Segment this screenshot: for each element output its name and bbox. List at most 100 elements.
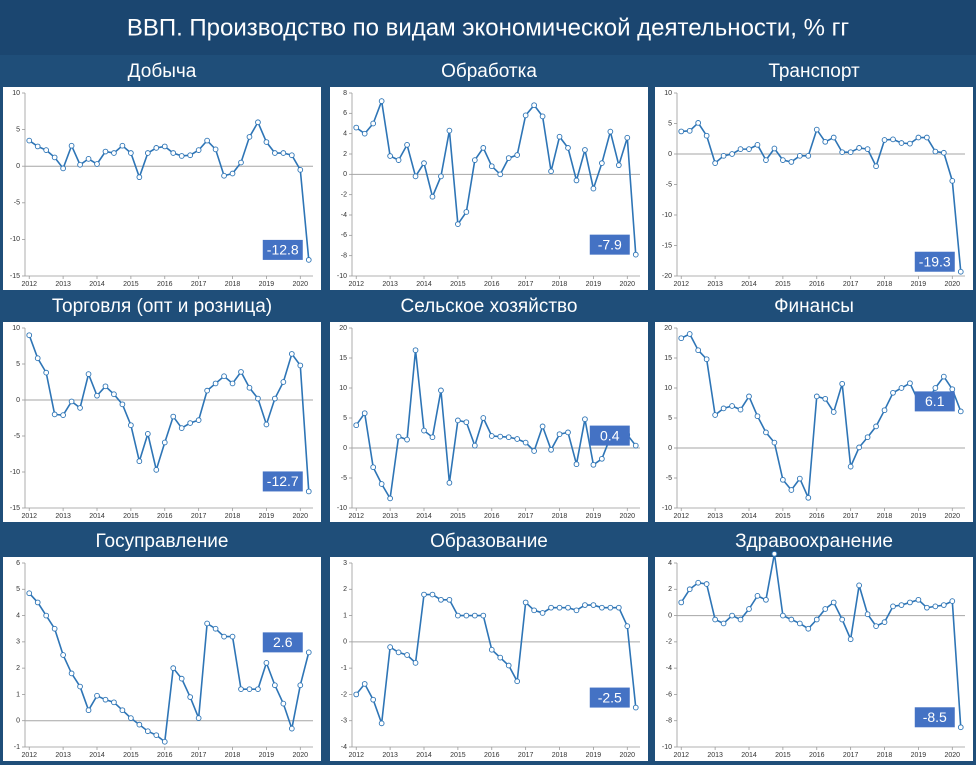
y-tick-label: 8 bbox=[343, 90, 347, 97]
point bbox=[353, 422, 360, 429]
point bbox=[932, 603, 939, 610]
point bbox=[412, 660, 419, 666]
point bbox=[212, 625, 219, 632]
point bbox=[238, 159, 244, 166]
point bbox=[136, 174, 143, 181]
point bbox=[754, 593, 761, 599]
chart-box bbox=[655, 557, 973, 761]
x-tick-label: 2016 bbox=[809, 281, 825, 288]
y-tick-label: -2 bbox=[341, 192, 347, 199]
point bbox=[712, 616, 718, 623]
point bbox=[514, 678, 521, 685]
x-tick-label: 2016 bbox=[484, 752, 500, 759]
y-tick-label: 0 bbox=[16, 718, 20, 725]
x-tick-label: 2020 bbox=[293, 281, 309, 288]
value-label-box bbox=[589, 687, 630, 708]
point bbox=[599, 604, 605, 611]
point bbox=[111, 699, 117, 706]
x-tick-label: 2018 bbox=[552, 281, 568, 288]
point bbox=[924, 134, 930, 141]
value-label-box bbox=[262, 471, 303, 492]
point bbox=[378, 481, 385, 487]
point bbox=[34, 143, 41, 150]
chart-title: Финансы bbox=[774, 296, 854, 317]
point bbox=[522, 112, 529, 119]
y-tick-label: 3 bbox=[343, 560, 347, 567]
point bbox=[813, 393, 820, 400]
y-tick-label: -10 bbox=[337, 505, 347, 512]
point bbox=[51, 154, 58, 161]
chart-title: Здравоохранение bbox=[735, 531, 893, 552]
y-tick-label: 5 bbox=[16, 586, 20, 593]
point bbox=[847, 149, 854, 156]
point bbox=[703, 356, 710, 363]
point bbox=[43, 612, 50, 619]
point bbox=[178, 425, 185, 431]
x-tick-label: 2013 bbox=[55, 513, 71, 520]
x-tick-label: 2014 bbox=[741, 281, 757, 288]
chart-title: Госуправление bbox=[96, 531, 229, 552]
y-tick-label: -5 bbox=[14, 200, 20, 207]
series-line bbox=[355, 593, 637, 724]
x-tick-label: 2013 bbox=[382, 281, 398, 288]
point bbox=[305, 488, 312, 495]
point bbox=[387, 644, 393, 650]
series-line bbox=[355, 350, 637, 501]
point bbox=[746, 393, 752, 400]
y-tick-label: -4 bbox=[341, 744, 347, 751]
point bbox=[695, 579, 702, 586]
y-tick-label: 2 bbox=[668, 586, 672, 593]
point bbox=[229, 170, 236, 177]
point bbox=[438, 596, 444, 603]
x-tick-label: 2015 bbox=[123, 513, 139, 520]
point bbox=[60, 412, 66, 418]
point bbox=[187, 420, 194, 426]
point bbox=[497, 171, 504, 178]
x-tick-label: 2014 bbox=[89, 752, 105, 759]
point bbox=[573, 461, 580, 468]
point bbox=[505, 434, 512, 441]
point bbox=[305, 649, 312, 656]
x-tick-label: 2016 bbox=[157, 513, 173, 520]
point bbox=[556, 604, 563, 611]
point bbox=[272, 395, 278, 402]
value-label-box bbox=[914, 707, 955, 728]
y-tick-label: 2 bbox=[343, 586, 347, 593]
point bbox=[678, 599, 685, 606]
point bbox=[94, 692, 100, 699]
point bbox=[729, 403, 735, 409]
point bbox=[805, 152, 812, 159]
point bbox=[531, 102, 537, 109]
point bbox=[839, 149, 846, 156]
x-tick-label: 2017 bbox=[843, 281, 859, 288]
point bbox=[280, 379, 287, 385]
point bbox=[68, 142, 75, 149]
point bbox=[522, 439, 529, 446]
point bbox=[548, 446, 554, 453]
point bbox=[221, 633, 227, 640]
x-tick-label: 2017 bbox=[518, 513, 534, 520]
point bbox=[539, 610, 546, 616]
series-line bbox=[680, 553, 962, 728]
x-tick-label: 2019 bbox=[586, 752, 602, 759]
x-tick-label: 2012 bbox=[673, 752, 689, 759]
point bbox=[780, 612, 786, 619]
point bbox=[573, 607, 580, 614]
value-label: -8.5 bbox=[923, 709, 947, 725]
x-tick-label: 2017 bbox=[518, 281, 534, 288]
point bbox=[957, 408, 964, 415]
point bbox=[370, 464, 377, 471]
point bbox=[221, 373, 227, 380]
point bbox=[703, 132, 710, 139]
point bbox=[421, 427, 427, 434]
point bbox=[864, 434, 871, 441]
point bbox=[128, 715, 134, 721]
point bbox=[102, 696, 109, 703]
point bbox=[915, 596, 922, 603]
point bbox=[404, 652, 410, 658]
x-tick-label: 2016 bbox=[484, 281, 500, 288]
point bbox=[599, 455, 605, 462]
point bbox=[957, 724, 964, 731]
point bbox=[822, 138, 829, 145]
point bbox=[204, 137, 210, 144]
